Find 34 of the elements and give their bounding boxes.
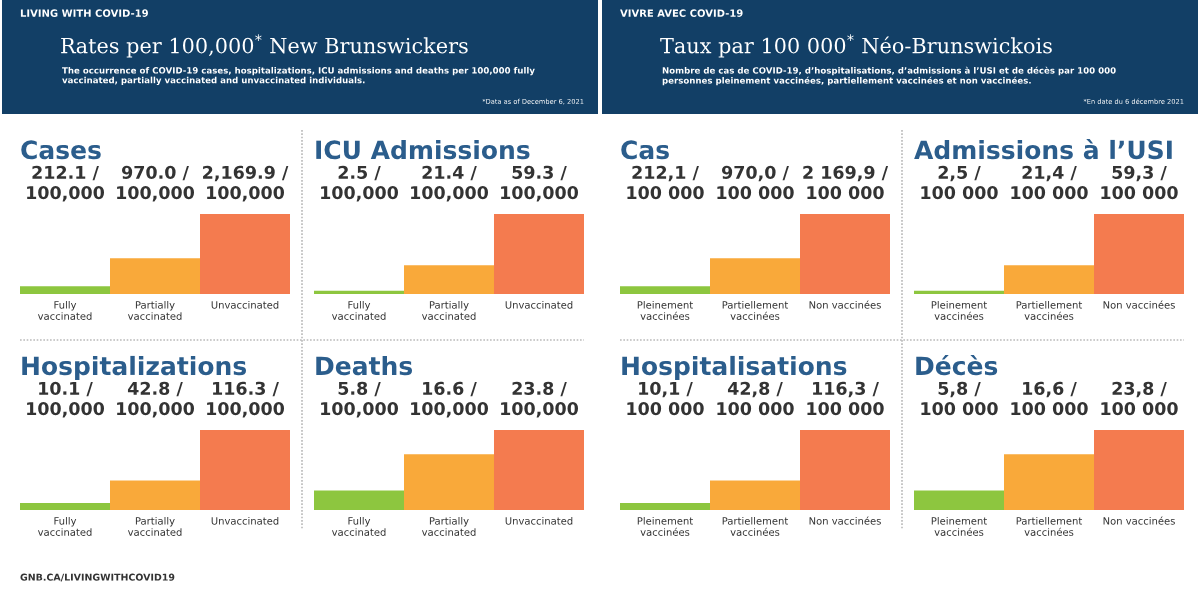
data-label: 212,1 / 100 000 bbox=[627, 165, 704, 200]
data-label: 59,3 / 100 000 bbox=[1101, 165, 1178, 200]
data-label: 21,4 / 100 000 bbox=[1011, 165, 1088, 200]
chart-title: Cases bbox=[21, 140, 101, 160]
chart-title: Deaths bbox=[316, 355, 413, 376]
data-label: 10.1 / 100,000 bbox=[27, 381, 105, 418]
data-label: 42,8 / 100 000 bbox=[717, 381, 794, 416]
data-label: 116.3 / 100,000 bbox=[207, 381, 285, 418]
data-label: 2,5 / 100 000 bbox=[921, 165, 998, 200]
data-label: 21.4 / 100,000 bbox=[411, 165, 489, 202]
data-label: 16.6 / 100,000 bbox=[411, 381, 489, 418]
data-label: 5.8 / 100,000 bbox=[321, 381, 399, 418]
text: Taux par 100 000$^{*}$ Néo-Brunswickois bbox=[660, 34, 1052, 58]
data-label: 212.1 / 100,000 bbox=[27, 165, 105, 202]
chart-title: Décès bbox=[916, 354, 998, 376]
data-label: 23,8 / 100 000 bbox=[1101, 381, 1178, 416]
data-label: 2.5 / 100,000 bbox=[321, 165, 399, 202]
data-label: 116,3 / 100 000 bbox=[807, 381, 884, 416]
chart-title: Admissions à l’USI bbox=[914, 138, 1172, 160]
data-label: 23.8 / 100,000 bbox=[501, 381, 579, 418]
data-label: 5,8 / 100 000 bbox=[921, 381, 998, 416]
data-label: 59.3 / 100,000 bbox=[501, 165, 579, 202]
chart-title: Cas bbox=[621, 140, 669, 160]
data-label: 2,169.9 / 100,000 bbox=[203, 165, 289, 202]
data-label: 10,1 / 100 000 bbox=[627, 381, 704, 416]
data-label: 42.8 / 100,000 bbox=[117, 381, 195, 418]
chart-title: ICU Admissions bbox=[316, 139, 530, 160]
text: Rates per 100,000$^{*}$ New Brunswickers bbox=[61, 34, 468, 58]
data-label: 16,6 / 100 000 bbox=[1011, 381, 1088, 416]
data-label: 970,0 / 100 000 bbox=[717, 165, 794, 200]
chart-title: Hospitalizations bbox=[22, 355, 247, 381]
data-label: 970.0 / 100,000 bbox=[117, 165, 195, 202]
data-label: 2 169,9 / 100 000 bbox=[803, 165, 889, 200]
chart-title: Hospitalisations bbox=[622, 355, 847, 381]
